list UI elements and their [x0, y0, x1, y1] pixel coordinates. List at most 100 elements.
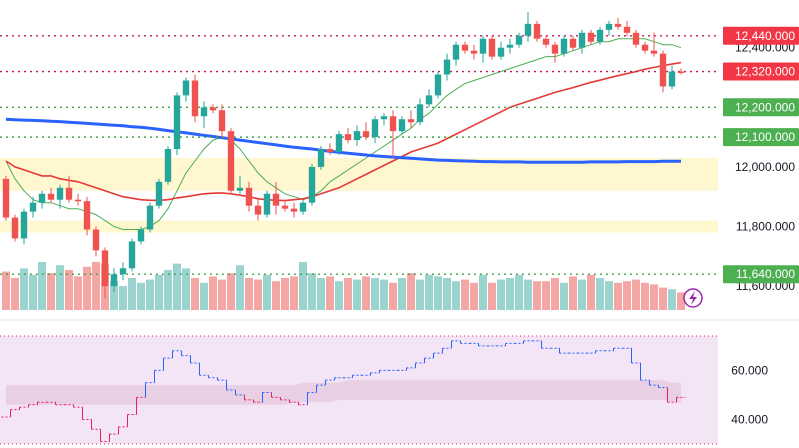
volume-bar — [200, 282, 208, 310]
candle-body — [326, 149, 334, 153]
candle-body — [38, 193, 46, 203]
volume-bar — [632, 279, 640, 310]
volume-bar — [434, 276, 442, 310]
level-price-tag — [723, 98, 799, 117]
candle-body — [659, 53, 667, 87]
candle-body — [371, 119, 379, 138]
volume-bar — [353, 279, 361, 310]
volume-bar — [488, 282, 496, 310]
volume-bar — [92, 262, 100, 310]
candle-body — [542, 38, 550, 45]
volume-bar — [164, 270, 172, 310]
candle-body — [416, 104, 424, 123]
volume-bar — [524, 279, 532, 310]
volume-bar — [299, 262, 307, 310]
candle-body — [137, 229, 145, 242]
volume-bar — [605, 281, 613, 310]
volume-bar — [659, 287, 667, 310]
candle-body — [506, 44, 514, 48]
volume-bar — [479, 274, 487, 310]
candle-body — [443, 59, 451, 75]
candle-body — [497, 47, 505, 57]
volume-bar — [317, 278, 325, 310]
ma-fast-line — [5, 38, 682, 230]
volume-bar — [389, 282, 397, 310]
volume-bar — [542, 281, 550, 310]
volume-bar — [65, 270, 73, 310]
candle-body — [308, 166, 316, 203]
volume-bar — [461, 279, 469, 310]
candle-body — [605, 23, 613, 30]
level-price-label: 11,640.000 — [736, 267, 795, 281]
volume-bar — [443, 278, 451, 310]
volume-bar — [623, 281, 631, 310]
volume-bar — [416, 279, 424, 310]
candle-body — [632, 32, 640, 45]
candle-body — [587, 32, 595, 42]
candle-body — [236, 187, 244, 191]
volume-bar — [182, 268, 190, 310]
volume-bar — [668, 289, 676, 310]
candle-body — [182, 80, 190, 96]
volume-bar — [272, 281, 280, 310]
candle-body — [407, 119, 415, 123]
volume-bar — [47, 273, 55, 310]
candle-body — [317, 149, 325, 167]
candle-body — [533, 23, 541, 39]
candle-body — [20, 211, 28, 239]
candle-body — [677, 71, 685, 74]
candle-body — [596, 29, 604, 42]
lightning-icon — [683, 288, 703, 308]
lightning-icon-bolt — [689, 291, 697, 305]
candle-body — [353, 131, 361, 141]
volume-bar — [650, 284, 658, 310]
candle-body — [569, 38, 577, 48]
candle-body — [83, 201, 91, 230]
volume-bar — [308, 273, 316, 310]
volume-bar — [407, 273, 415, 310]
level-price-label: 12,320.000 — [735, 65, 795, 79]
candle-body — [110, 274, 118, 287]
support-zone — [0, 220, 718, 233]
volume-bar — [155, 274, 163, 310]
volume-bar — [119, 286, 127, 310]
volume-bar — [326, 276, 334, 310]
volume-bar — [452, 281, 460, 310]
candle-body — [641, 44, 649, 51]
volume-bar — [110, 281, 118, 310]
candle-body — [398, 119, 406, 132]
volume-bar — [128, 278, 136, 310]
candle-body — [200, 107, 208, 117]
volume-bar — [83, 266, 91, 310]
price-tick-label: 12,000.000 — [735, 160, 795, 174]
volume-bar — [569, 276, 577, 310]
volume-bar — [236, 265, 244, 310]
volume-bar — [515, 274, 523, 310]
candle-body — [524, 23, 532, 36]
volume-bar — [641, 282, 649, 310]
volume-bar — [209, 276, 217, 310]
ma-mid-line — [5, 61, 682, 202]
volume-bar — [380, 279, 388, 310]
volume-bar — [335, 281, 343, 310]
volume-bar — [173, 263, 181, 310]
candle-body — [362, 131, 370, 138]
level-price-label: 12,440.000 — [735, 29, 795, 43]
candle-body — [479, 38, 487, 54]
rsi-tick-label: 40.000 — [731, 412, 768, 426]
volume-bar — [677, 292, 685, 310]
volume-bar — [362, 276, 370, 310]
candle-body — [650, 50, 658, 54]
volume-bar — [254, 279, 262, 310]
volume-bar — [38, 262, 46, 310]
volume-bar — [596, 278, 604, 310]
volume-bar — [371, 278, 379, 310]
candle-body — [56, 187, 64, 200]
candle-body — [254, 205, 262, 215]
candle-body — [515, 35, 523, 45]
candle-body — [173, 95, 181, 150]
volume-bar — [497, 279, 505, 310]
volume-bar — [560, 282, 568, 310]
